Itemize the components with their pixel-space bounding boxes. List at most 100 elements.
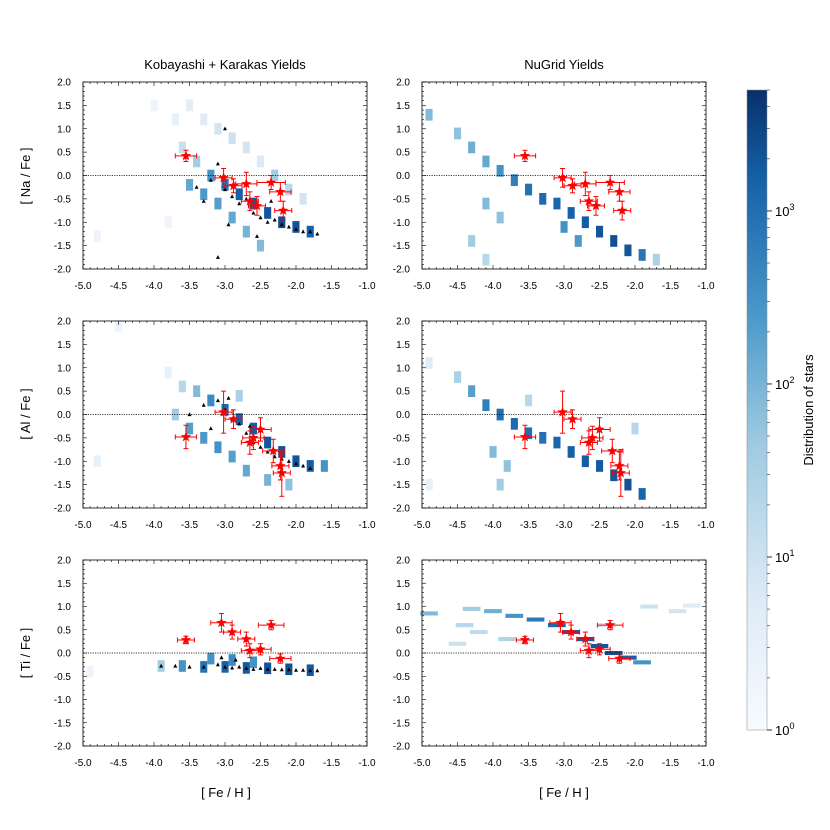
y-tick-label: 1.0 <box>396 124 410 135</box>
model-point-kk-ti-0 <box>159 663 164 668</box>
star-marker <box>583 437 595 447</box>
model-point-kk-ti-12 <box>272 667 277 671</box>
model-point-kk-na-3 <box>230 194 235 199</box>
y-tick-label: -1.5 <box>393 718 411 729</box>
x-tick-label: -1.5 <box>662 281 680 292</box>
y-tick-label: 2.0 <box>57 317 71 328</box>
heatmap-cell-ng-na-7 <box>539 193 547 205</box>
heatmap-cell-kk-al-16 <box>228 450 236 463</box>
y-tick-label: -1.0 <box>54 695 72 706</box>
y-tick-label: -1.5 <box>54 718 72 729</box>
y-tick-label: 0.5 <box>57 148 71 159</box>
y-tick-label: 1.5 <box>396 579 410 590</box>
x-tick-label: -1.0 <box>697 281 715 292</box>
heatmap-cell-kk-al-8 <box>264 436 272 449</box>
heatmap-cell-ng-ti-10 <box>619 655 637 660</box>
star-marker <box>275 186 286 197</box>
heatmap-cell-ng-al-4 <box>496 408 504 421</box>
observed-star-kk-ti-5 <box>249 643 272 656</box>
model-point-kk-ti-17 <box>308 668 313 673</box>
y-tick-label: 2.0 <box>396 78 410 89</box>
y-tick-label: 0.0 <box>396 171 410 182</box>
panel-ng-na: -5.0 -4.5 -4.0 -3.5 -3.0 -2.5 -2.0 -1.5 -1.0 2.0 1… <box>393 78 715 293</box>
heatmap-cell-ng-al-20 <box>631 422 639 435</box>
heatmap-cell-kk-na-23 <box>256 239 264 252</box>
y-tick-label: 1.0 <box>396 602 410 613</box>
star-marker <box>218 406 229 417</box>
heatmap-cell-kk-na-21 <box>228 211 236 224</box>
y-tick-label: -2.0 <box>393 742 411 753</box>
model-point-kk-na-19 <box>226 222 231 227</box>
heatmap-cell-ng-al-10 <box>581 455 589 468</box>
heatmap-cell-kk-na-7 <box>256 155 264 168</box>
heatmap-cell-ng-al-7 <box>539 432 547 444</box>
heatmap-cell-ng-al-3 <box>482 399 490 411</box>
x-tick-label: -4.0 <box>484 281 502 292</box>
model-point-kk-ti-15 <box>294 668 298 672</box>
heatmap-cell-kk-na-2 <box>186 99 194 112</box>
heatmap-cell-ng-ti-11 <box>633 660 651 665</box>
heatmap-cell-ng-na-20 <box>574 235 582 247</box>
x-tick-label: -5.0 <box>413 758 431 769</box>
model-point-kk-na-10 <box>279 222 284 227</box>
y-tick-label: -0.5 <box>393 194 411 205</box>
x-tick-label: -2.0 <box>287 281 305 292</box>
model-point-kk-na-8 <box>265 220 270 224</box>
model-point-kk-al-17 <box>226 395 231 400</box>
y-tick-label: 0.0 <box>57 171 71 182</box>
x-tick-label: -2.5 <box>591 520 609 531</box>
heatmap-cell-ng-al-12 <box>610 469 618 482</box>
model-point-kk-al-12 <box>286 459 291 463</box>
heatmap-cell-ng-al-11 <box>596 460 604 472</box>
x-tick-label: -2.5 <box>252 281 270 292</box>
heatmap-cell-kk-na-3 <box>200 113 208 126</box>
heatmap-cell-kk-na-19 <box>200 188 208 201</box>
star-marker <box>275 460 286 471</box>
star-marker <box>590 200 602 211</box>
heatmap-cell-ng-al-19 <box>425 478 433 491</box>
x-tick-label: -4.0 <box>145 758 163 769</box>
heatmap-cell-ng-na-8 <box>553 197 561 210</box>
panel-ng-al: -5.0 -4.5 -4.0 -3.5 -3.0 -2.5 -2.0 -1.5 -1.0 2.0 1… <box>393 317 715 532</box>
star-marker <box>226 626 238 637</box>
panel-kk-na: -5.0 -4.5 -4.0 -3.5 -3.0 -2.5 -2.0 -1.5 -1.0 2.0 1… <box>54 78 376 293</box>
model-point-kk-al-9 <box>265 449 270 454</box>
star-marker <box>265 177 277 187</box>
x-tick-label: -4.5 <box>449 281 467 292</box>
star-marker <box>228 413 239 424</box>
heatmap-cell-ng-ti-1 <box>462 606 481 611</box>
observed-star-kk-ti-0 <box>176 634 195 645</box>
x-tick-label: -5.0 <box>413 281 431 292</box>
heatmap-cell-ng-al-13 <box>624 478 632 491</box>
heatmap-cell-ng-al-8 <box>553 436 561 449</box>
model-point-kk-al-8 <box>258 445 263 449</box>
y-tick-label: 2.0 <box>396 556 410 567</box>
model-point-kk-ti-6 <box>230 665 235 670</box>
observed-star-ng-ti-6 <box>596 619 624 631</box>
y-tick-label: -0.5 <box>54 194 72 205</box>
heatmap-cell-kk-na-24 <box>271 169 279 182</box>
heatmap-cell-ng-ti-14 <box>498 637 516 642</box>
xlabel-left: [ Fe / H ] <box>201 785 251 800</box>
x-tick-label: -5.0 <box>74 520 92 531</box>
x-tick-label: -2.5 <box>252 520 270 531</box>
y-tick-label: 1.0 <box>57 602 71 613</box>
heatmap-cell-kk-na-27 <box>93 230 101 243</box>
y-tick-label: -2.0 <box>393 265 411 276</box>
model-point-kk-na-4 <box>237 201 242 206</box>
x-tick-label: -3.0 <box>216 758 234 769</box>
heatmap-cell-ng-al-2 <box>468 385 476 397</box>
heatmap-cell-ng-na-12 <box>610 235 618 247</box>
star-marker <box>519 150 531 161</box>
x-tick-label: -4.0 <box>145 281 163 292</box>
model-point-kk-ti-10 <box>258 666 263 670</box>
x-tick-label: -3.5 <box>181 520 199 531</box>
x-tick-label: -3.5 <box>181 281 199 292</box>
x-tick-label: -2.0 <box>287 520 305 531</box>
x-tick-label: -3.0 <box>555 520 573 531</box>
model-point-kk-al-6 <box>244 431 249 435</box>
model-point-kk-ti-4 <box>215 662 220 667</box>
heatmap-cell-ng-na-10 <box>581 216 589 229</box>
star-marker <box>614 653 625 663</box>
y-tick-label: 1.5 <box>396 340 410 351</box>
